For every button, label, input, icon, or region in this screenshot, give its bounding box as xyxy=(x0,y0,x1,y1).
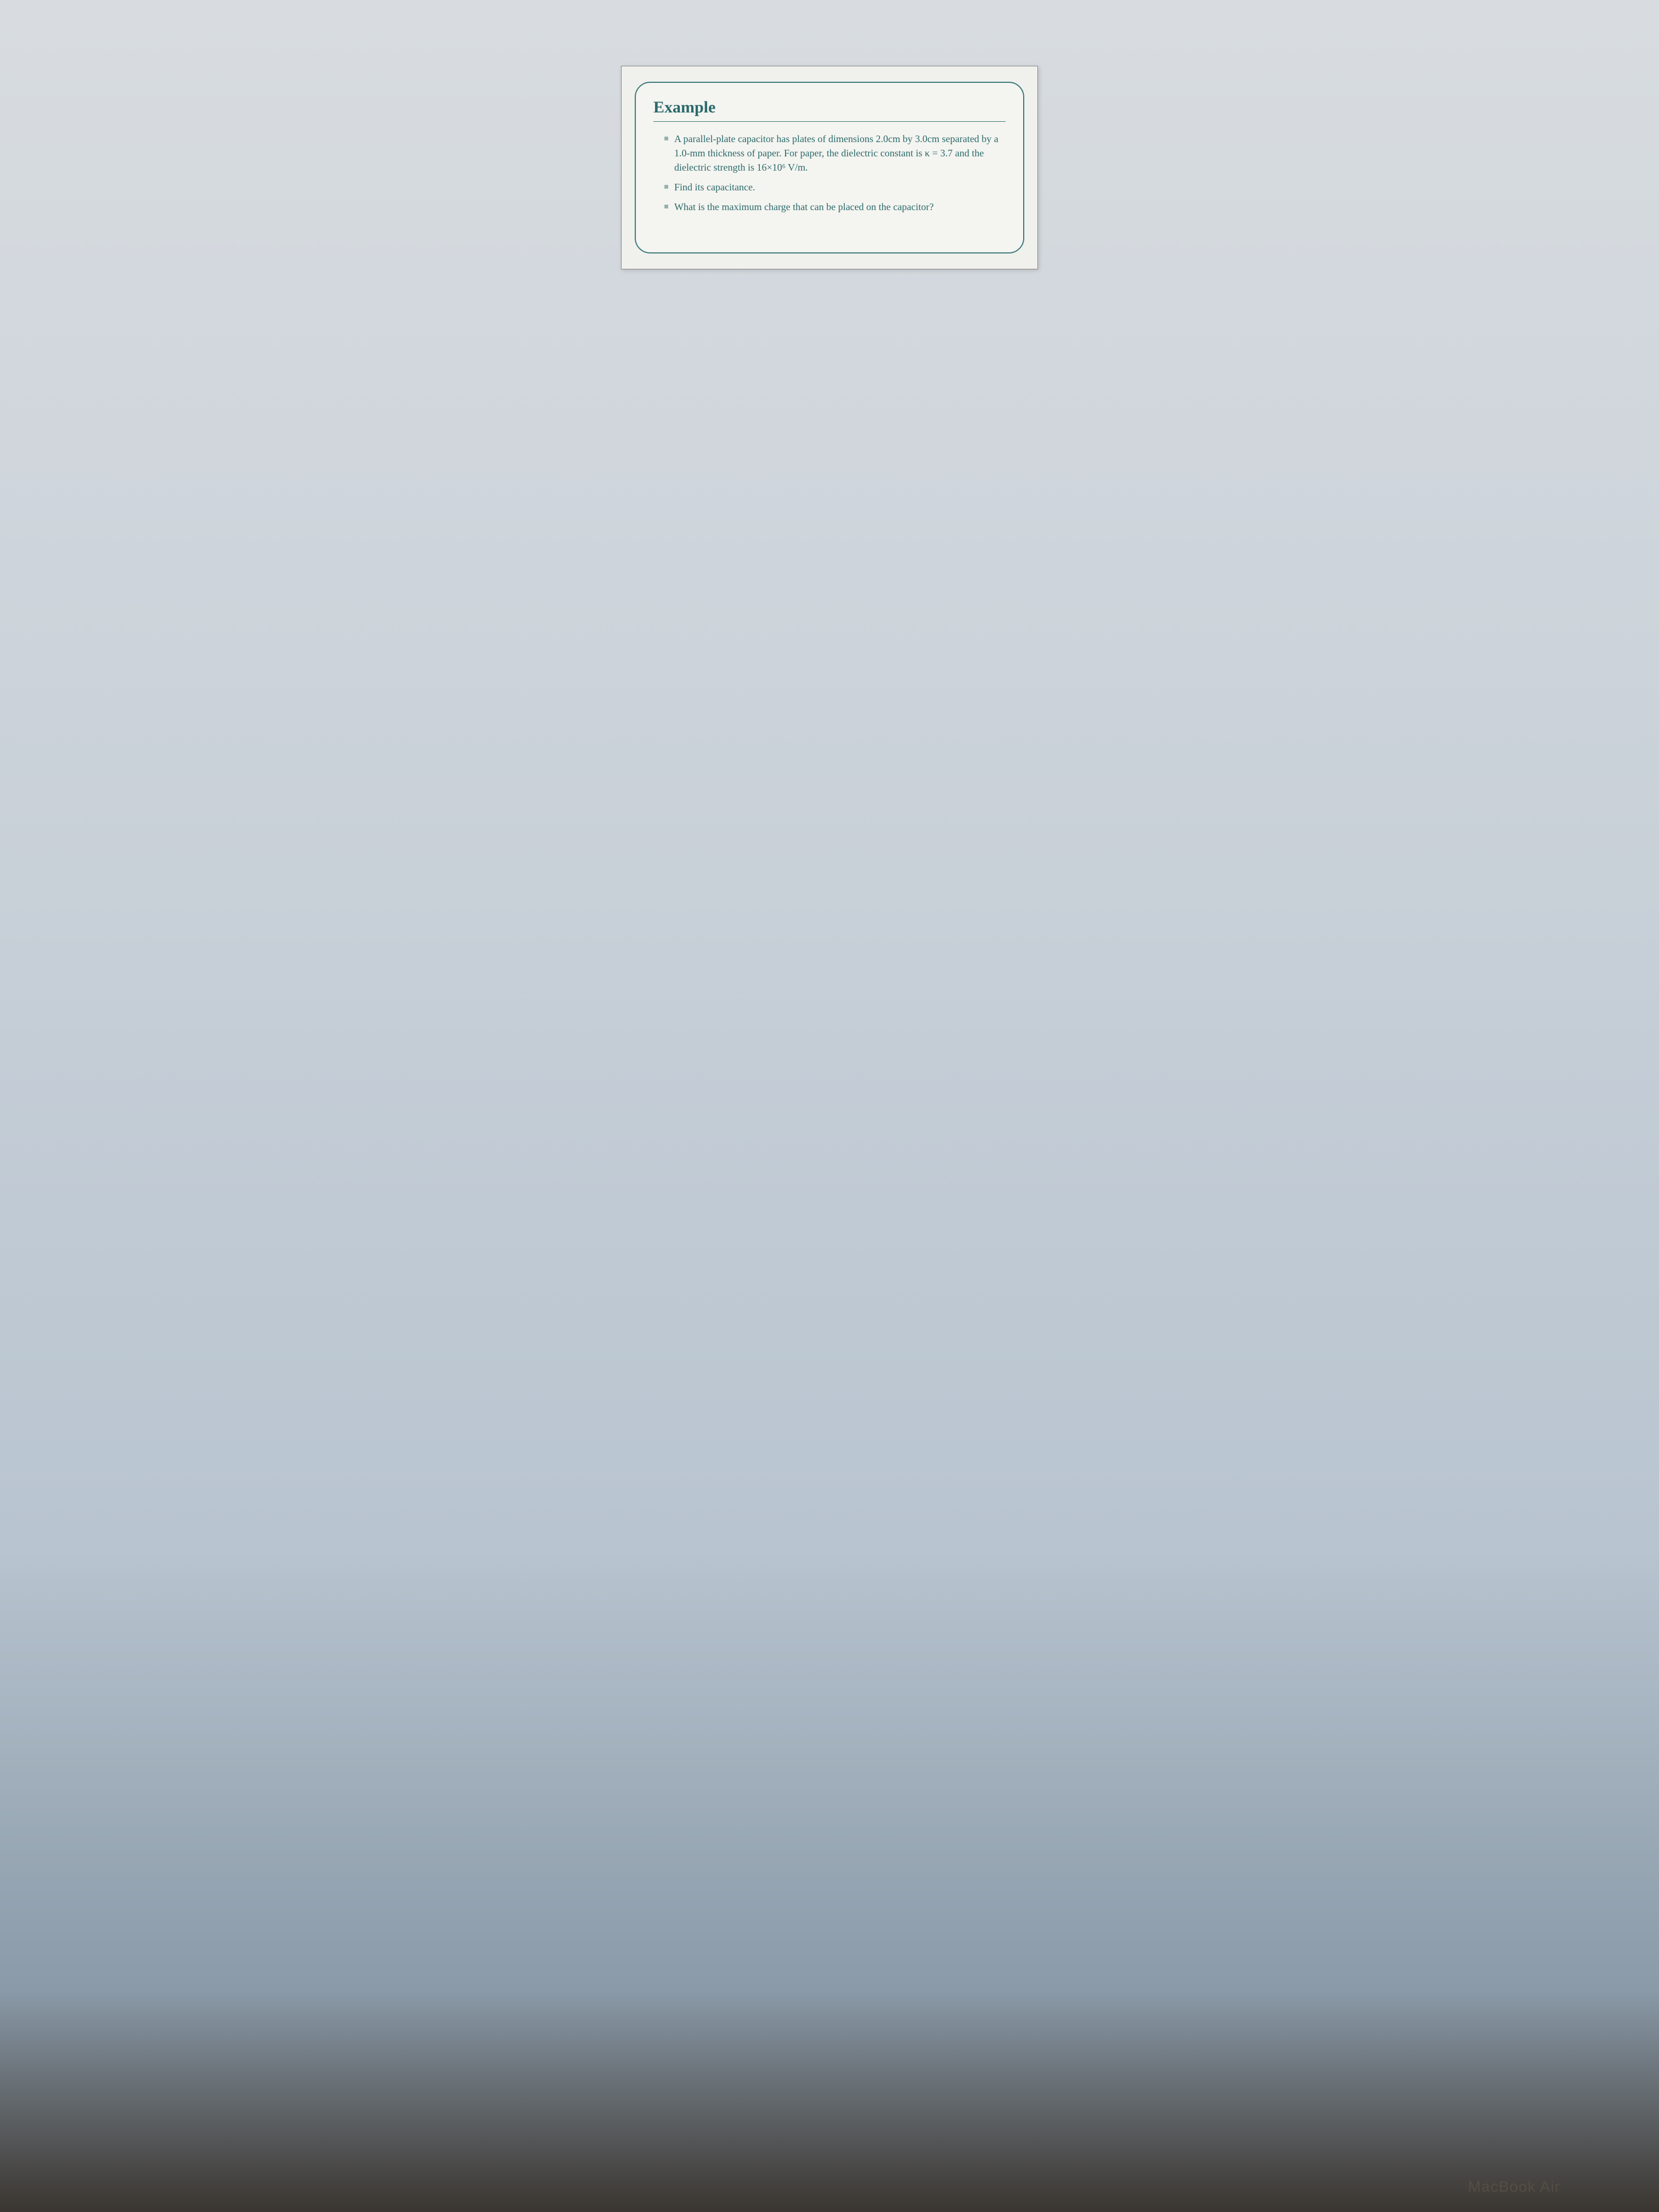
title-underline xyxy=(653,121,1006,122)
slide-content-frame: Example A parallel-plate capacitor has p… xyxy=(635,82,1024,253)
slide-container: Example A parallel-plate capacitor has p… xyxy=(621,66,1038,269)
device-brand-label: MacBook Air xyxy=(1468,2178,1560,2196)
list-item: Find its capacitance. xyxy=(664,180,1006,194)
bullet-list: A parallel-plate capacitor has plates of… xyxy=(653,132,1006,214)
slide-title: Example xyxy=(653,98,1006,117)
list-item: What is the maximum charge that can be p… xyxy=(664,200,1006,214)
list-item: A parallel-plate capacitor has plates of… xyxy=(664,132,1006,174)
